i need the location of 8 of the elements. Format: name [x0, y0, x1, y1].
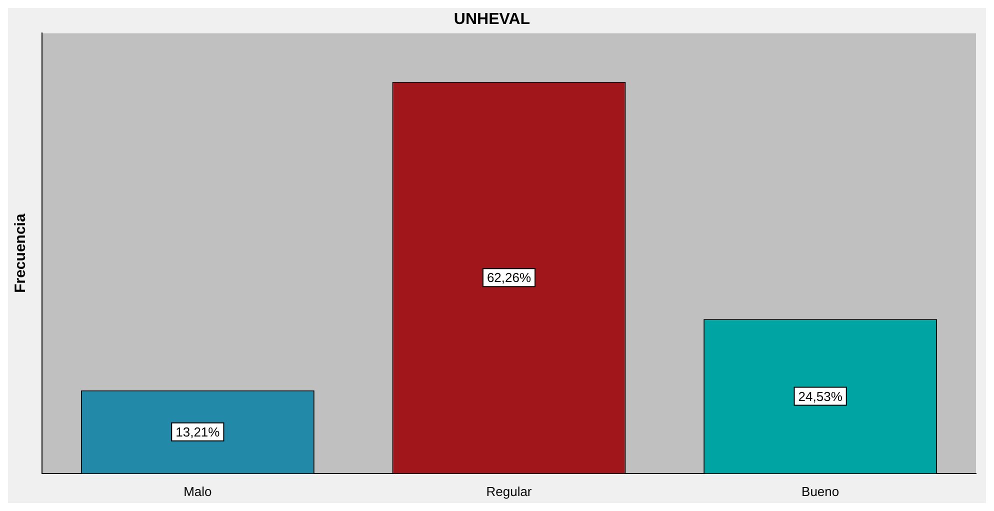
x-tick-label: Malo — [184, 484, 212, 499]
data-label: 13,21% — [176, 424, 220, 440]
x-tick-label: Bueno — [802, 484, 840, 499]
y-axis-title: Frecuencia — [12, 213, 30, 293]
data-label: 62,26% — [486, 270, 532, 286]
chart-title: UNHEVAL — [454, 11, 530, 28]
x-tick-label: Regular — [486, 484, 532, 499]
data-label: 24,53% — [798, 388, 843, 404]
